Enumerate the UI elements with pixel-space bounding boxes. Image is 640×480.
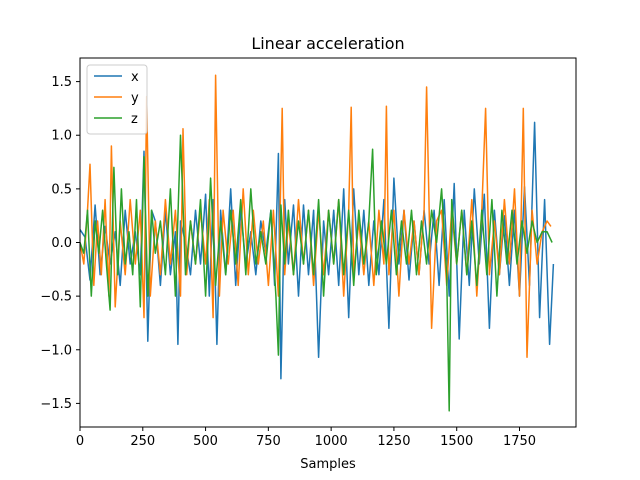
- chart-title: Linear acceleration: [251, 34, 404, 53]
- legend-label-z: z: [131, 112, 138, 127]
- legend: xyz: [86, 64, 148, 135]
- y-tick-label: −0.5: [40, 290, 72, 305]
- y-tick-label: 1.0: [51, 129, 72, 144]
- y-tick-label: −1.5: [40, 397, 72, 412]
- x-tick-label: 500: [193, 434, 218, 449]
- x-tick-label: 1750: [503, 434, 536, 449]
- x-tick-label: 750: [256, 434, 281, 449]
- legend-box: [86, 64, 148, 135]
- x-axis-label: Samples: [300, 457, 356, 472]
- y-tick-label: 0.0: [51, 236, 72, 251]
- legend-label-y: y: [131, 91, 139, 106]
- x-tick-label: 250: [130, 434, 155, 449]
- y-axis: −1.5 −1.0 −0.5 0.0 0.5 1.0 1.5: [40, 75, 80, 412]
- y-tick-label: 0.5: [51, 182, 72, 197]
- x-tick-label: 1000: [315, 434, 348, 449]
- y-tick-label: 1.5: [51, 75, 72, 90]
- x-tick-label: 1500: [440, 434, 473, 449]
- series-line-z: [80, 134, 553, 412]
- x-tick-label: 0: [76, 434, 84, 449]
- legend-label-x: x: [131, 70, 139, 85]
- series-layer: [80, 74, 555, 412]
- x-axis: 0 250 500 750 1000 1250 1500 1750: [76, 427, 536, 449]
- y-tick-label: −1.0: [40, 343, 72, 358]
- x-tick-label: 1250: [377, 434, 410, 449]
